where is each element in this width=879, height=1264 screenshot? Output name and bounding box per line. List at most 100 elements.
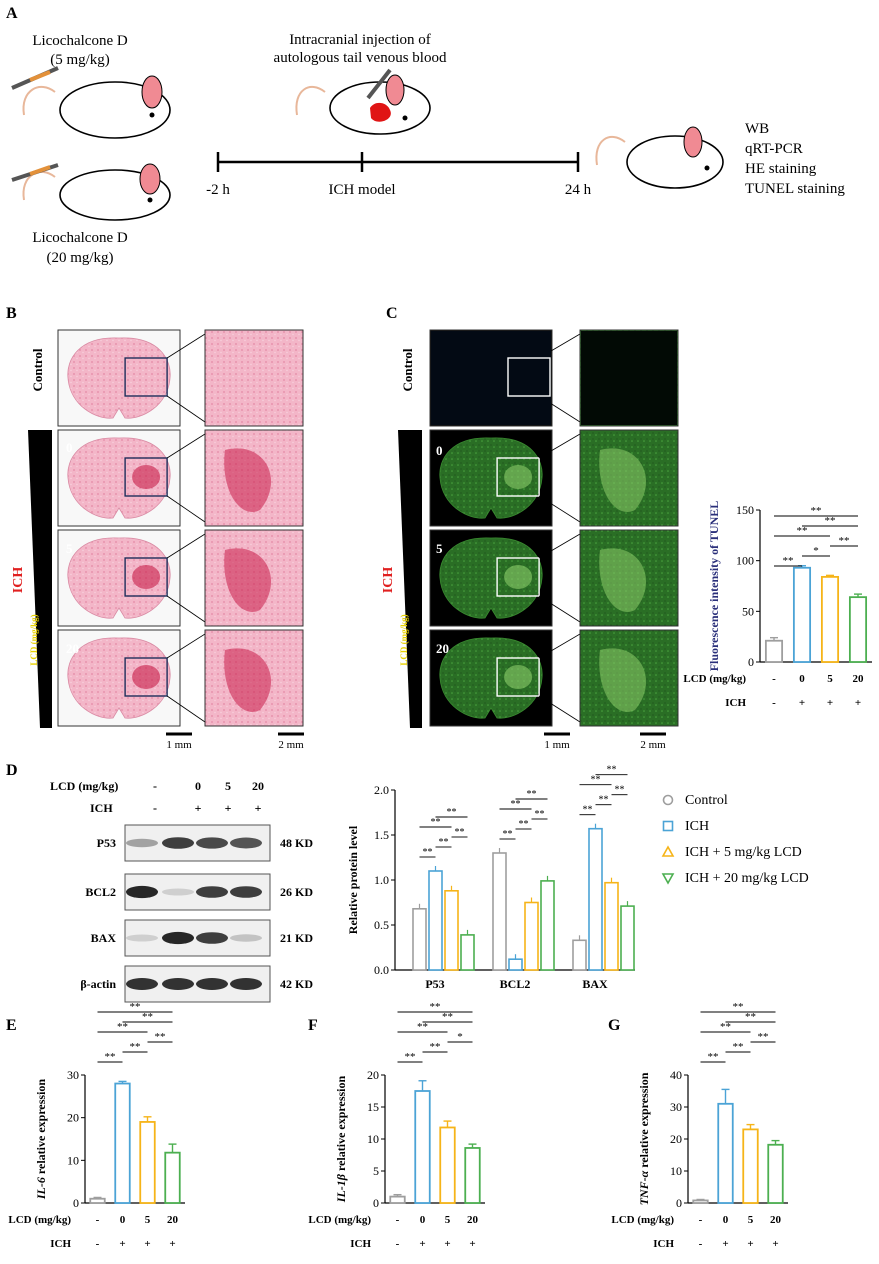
blot-size-label: 21 KD [280,931,313,945]
significance-label: ** [130,1001,141,1013]
zoom-line [538,433,581,459]
blot-band [196,978,228,990]
x-tick-label: 5 [827,673,833,685]
lane-ich-value: + [225,801,232,815]
zoom-line [166,433,206,459]
c-row-label-5: 5 [436,541,443,556]
lesion-area [599,548,647,612]
significance-label: ** [405,1051,416,1063]
lane-lcd-value: 5 [225,779,231,793]
x-row-label-lcd: LCD (mg/kg) [611,1214,674,1226]
lesion-area [599,448,647,512]
lesion-area [504,565,533,589]
y-tick-label: 10 [367,1132,379,1146]
western-blot: - - 0 +5 +20 + P53 48 KD BCL2 26 KD BAX 21 KD β-acti… [80,779,313,1003]
blot-band [126,885,158,899]
blot-band [126,934,158,942]
significance-label: ** [503,829,513,840]
syringe-icon [11,163,59,182]
y-tick-label: 1.5 [374,828,389,842]
x-tick-label: 5 [145,1214,151,1226]
x-row-label-lcd: LCD (mg/kg) [308,1214,371,1226]
panel-letter-b: B [6,305,17,322]
y-tick-label: 50 [742,604,754,618]
y-tick-label: 1.0 [374,873,389,887]
zoom-line [166,395,206,423]
x-row-label-ich: ICH [350,1238,371,1250]
legend-marker [662,794,674,806]
legend-label: ICH + 20 mg/kg LCD [685,871,809,886]
x-tick-label-ich: + [169,1238,175,1250]
bar [89,1197,106,1204]
y-tick-label: 20 [367,1068,379,1082]
b-row-label-0: 0 [66,440,73,455]
x-tick-label: 5 [445,1214,451,1226]
bar [460,934,475,971]
x-tick-label-ich: + [827,697,833,709]
bar [164,1151,181,1204]
panel-letter-f: F [308,1017,318,1034]
y-tick-label: 40 [670,1068,682,1082]
lesion-area [504,465,533,489]
syringe-icon [11,66,59,90]
x-tick-label: 20 [167,1214,179,1226]
significance-label: ** [519,819,529,830]
y-axis-label: IL-1β relative expression [334,1075,348,1203]
bar [588,827,603,971]
blot-ich-label: ICH [90,801,113,815]
x-tick-label-ich: + [747,1238,753,1250]
significance-label: ** [733,1001,744,1013]
x-tick-label: - [396,1214,400,1226]
significance-label: * [457,1031,463,1043]
significance-label: ** [430,1001,441,1013]
blot-band [230,934,262,942]
drug-high-label: Licochalcone D [32,230,128,246]
x-tick-label-ich: - [772,697,776,709]
x-row-label-lcd: LCD (mg/kg) [8,1214,71,1226]
zoom-box [124,657,168,697]
panel-letter-d: D [6,762,18,779]
zoom-box [124,457,168,497]
assay-tunel: TUNEL staining [745,181,845,197]
x-tick-label-ich: + [419,1238,425,1250]
zoom-line [166,633,206,659]
panel-b: B Control 0 5 20 ICH LCD (mg/kg) 1 mm 2 … [6,305,304,751]
significance-label: ** [447,807,457,818]
assay-wb: WB [745,121,769,137]
y-tick-label: 30 [67,1068,79,1082]
timeline-start: -2 h [206,182,230,198]
bar [389,1195,406,1204]
zoom-line [538,495,581,523]
significance-label: ** [442,1011,453,1023]
legend-label: ICH + 5 mg/kg LCD [685,845,802,860]
legend-marker [662,820,674,832]
x-tick-label-ich: - [396,1238,400,1250]
mouse-icon [22,75,171,139]
x-tick-label: 0 [799,673,805,685]
bar [414,1090,431,1204]
x-tick-label-ich: + [722,1238,728,1250]
blot-band [230,837,262,849]
blot-band [126,978,158,990]
timeline: -2 h ICH model 24 h [206,152,592,198]
panel-letter-c: C [386,305,398,322]
y-axis-label: Fluorescence intensity of TUNEL [707,501,721,672]
zoom-box [496,557,540,597]
zoom-box [496,457,540,497]
c-ich-label: ICH [381,567,396,594]
bar [114,1082,131,1204]
y-tick-label: 0.0 [374,963,389,977]
zoom-line [166,333,206,359]
significance-label: ** [599,795,609,806]
x-row-label-ich: ICH [725,697,746,709]
x-tick-label-ich: + [469,1238,475,1250]
blot-size-label: 48 KD [280,836,313,850]
dose-wedge [40,430,52,728]
blot-band [196,837,228,849]
c-scale-2mm: 2 mm [640,739,666,751]
y-tick-label: 0 [676,1196,682,1210]
drug-high-dose: (20 mg/kg) [46,250,113,266]
y-tick-label: 5 [373,1164,379,1178]
